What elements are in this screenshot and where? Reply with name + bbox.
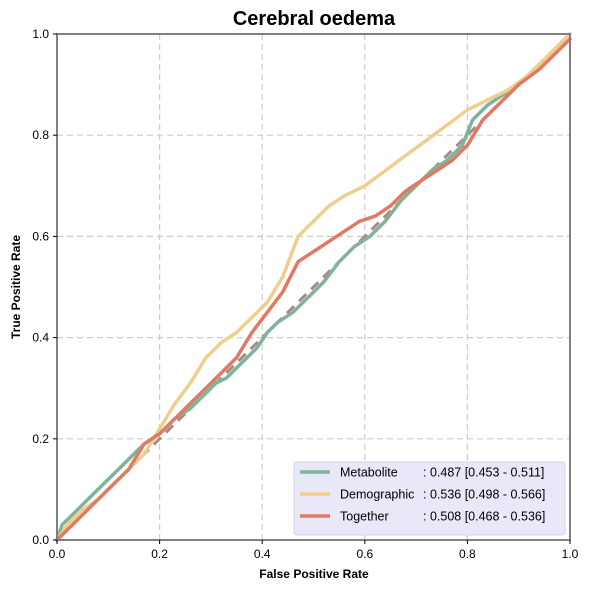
grid-lines xyxy=(57,34,570,540)
series-layer xyxy=(55,32,572,542)
legend-label-demographic: Demographic xyxy=(340,488,414,502)
legend-label-metabolite: Metabolite xyxy=(340,466,398,480)
x-axis-label: False Positive Rate xyxy=(259,567,369,581)
roc-curve-together xyxy=(55,37,572,542)
legend: Metabolite : 0.487 [0.453 - 0.511] Demogra… xyxy=(293,461,566,536)
legend-auc-demographic: : 0.536 [0.498 - 0.566] xyxy=(423,488,545,502)
x-tick-label: 1.0 xyxy=(562,547,579,561)
legend-auc-together: : 0.508 [0.468 - 0.536] xyxy=(423,510,545,524)
y-tick-label: 0.8 xyxy=(32,128,49,142)
axis-ticks: 0.0 0.2 0.4 0.6 0.8 1.0 0.0 0.2 0.4 0.6 0.8 1.0 xyxy=(32,27,578,561)
chart-title: Cerebral oedema xyxy=(233,8,396,30)
x-tick-label: 0.8 xyxy=(459,547,476,561)
legend-label-together: Together xyxy=(340,510,389,524)
y-tick-label: 0.6 xyxy=(32,229,49,243)
y-tick-label: 0.0 xyxy=(32,533,49,547)
legend-box xyxy=(293,461,566,536)
x-tick-label: 0.4 xyxy=(254,547,271,561)
plot-frame xyxy=(56,33,571,541)
y-tick-label: 0.2 xyxy=(32,432,49,446)
y-axis-label: True Positive Rate xyxy=(9,235,23,339)
x-tick-label: 0.6 xyxy=(356,547,373,561)
x-tick-label: 0.2 xyxy=(151,547,168,561)
y-tick-label: 1.0 xyxy=(32,27,49,41)
legend-auc-metabolite: : 0.487 [0.453 - 0.511] xyxy=(423,466,544,480)
x-tick-label: 0.0 xyxy=(49,547,66,561)
y-tick-label: 0.4 xyxy=(32,331,49,345)
roc-curve-metabolite xyxy=(55,32,572,542)
